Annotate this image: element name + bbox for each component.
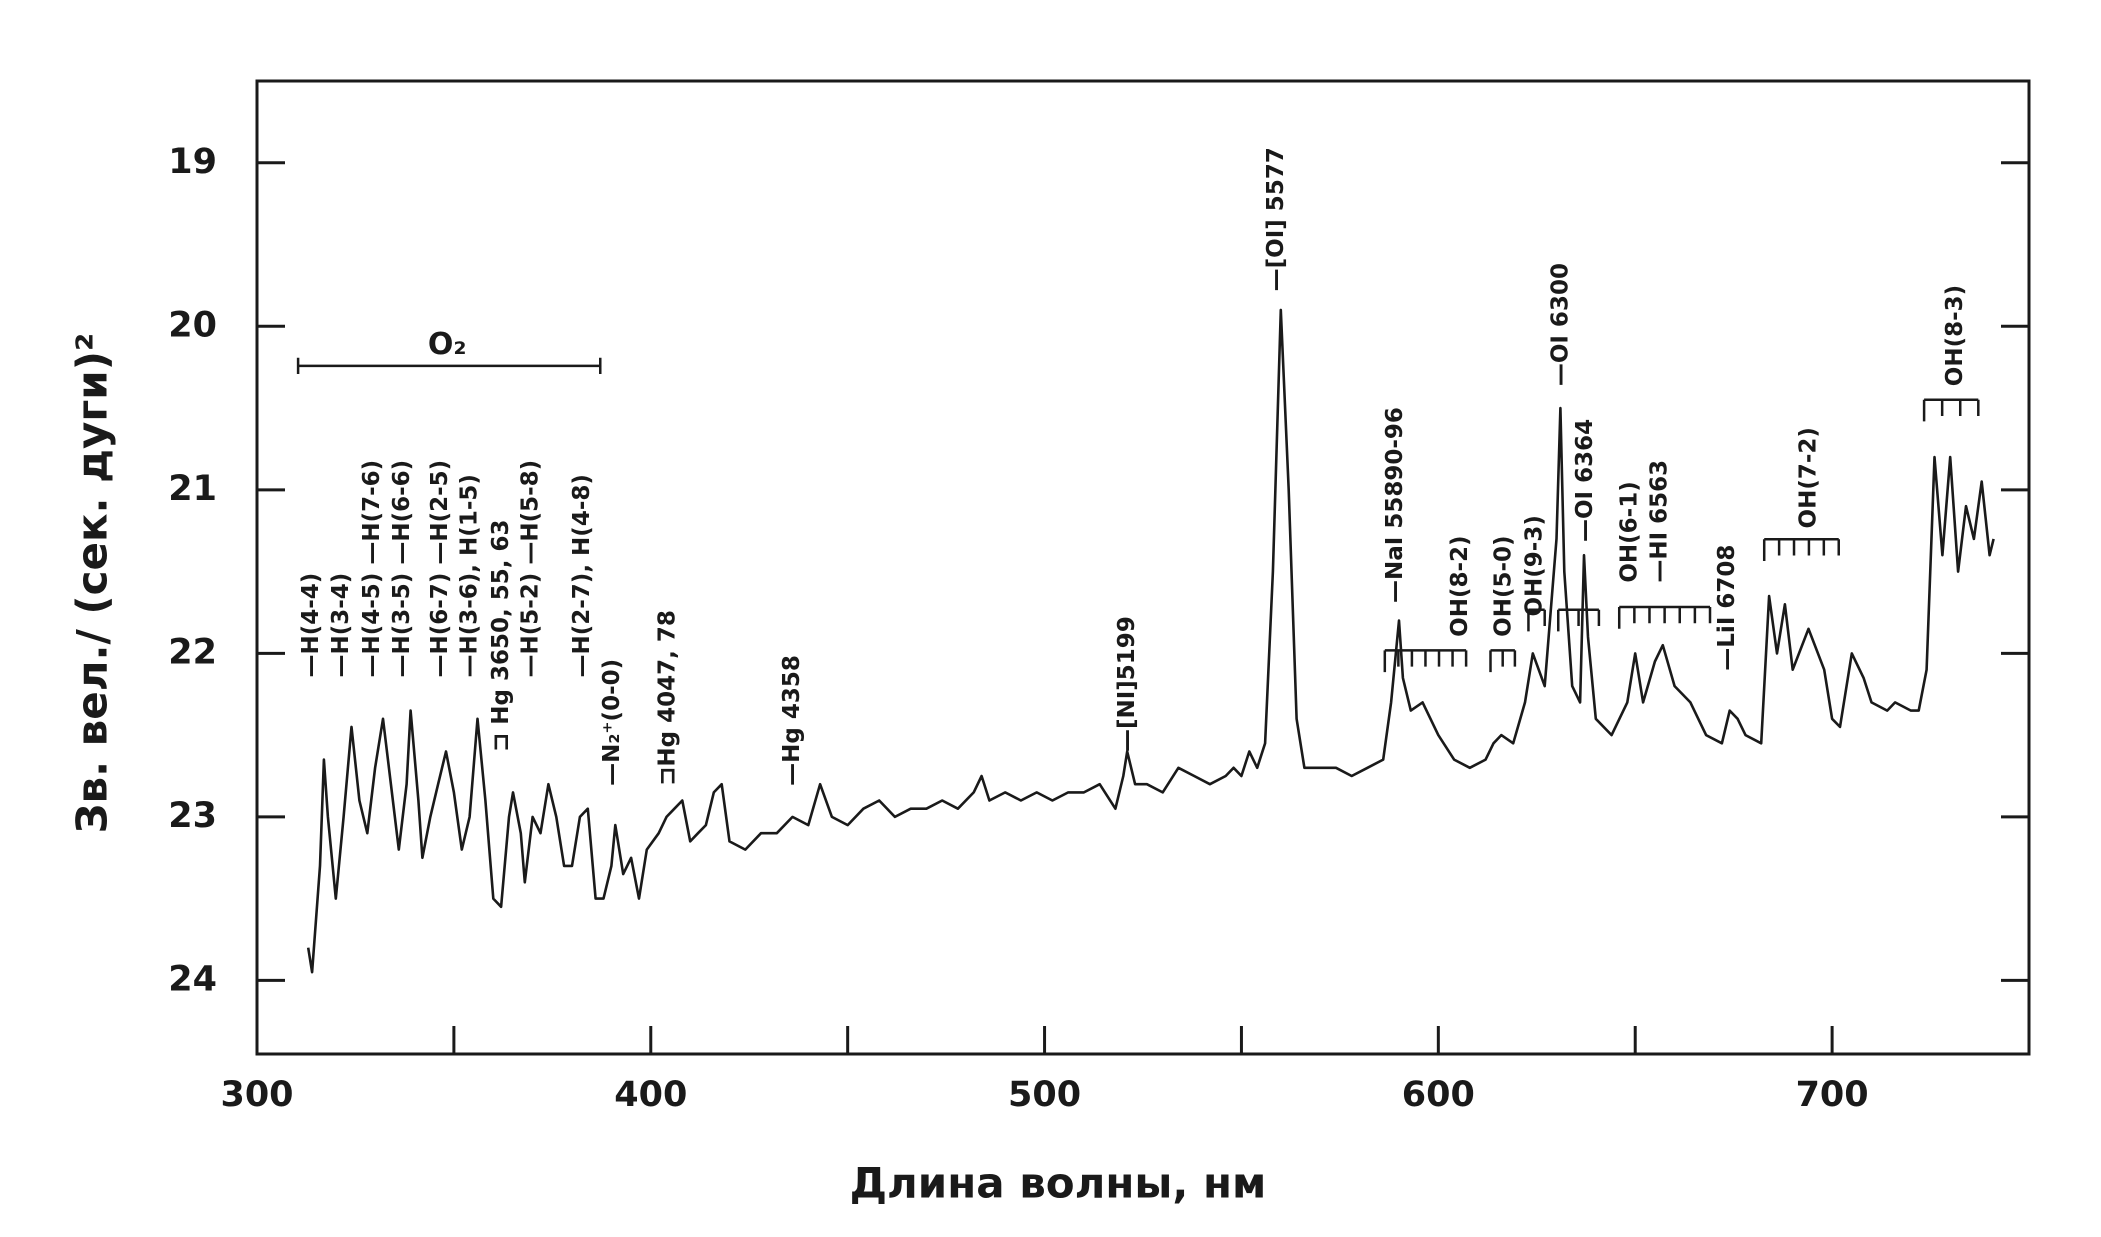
- line-annotation: —H(3-4): [328, 573, 354, 678]
- y-tick-label: 24: [168, 959, 217, 999]
- line-annotation: —LiI 6708: [1714, 545, 1740, 671]
- o2-bracket: [296, 357, 602, 374]
- line-annotation: ⊐ Hg 3650, 55, 63: [488, 520, 514, 753]
- line-annotation: —HI 6563: [1646, 460, 1672, 583]
- y-tick-label: 23: [168, 796, 217, 836]
- line-annotation: —H(4-5) —H(7-6): [359, 460, 385, 678]
- y-axis-label: Зв. вел./ (сек. дуги)²: [68, 333, 117, 834]
- line-annotation: —H(4-4): [298, 573, 324, 678]
- line-annotation: —H(5-2) —H(5-8): [518, 460, 544, 678]
- line-annotation: ⊐Hg 4047, 78: [655, 610, 681, 786]
- line-annotation: OH(5-0): [1491, 535, 1517, 636]
- line-annotation: —H(3-6), H(1-5): [457, 474, 483, 677]
- y-tick-label: 21: [168, 469, 217, 509]
- x-tick-label: 700: [1796, 1075, 1869, 1115]
- line-annotation: O₂: [428, 327, 467, 362]
- x-tick-label: 400: [614, 1075, 687, 1115]
- band-comb: [1383, 649, 1468, 673]
- line-annotation: —NaI 55890-96: [1382, 407, 1408, 603]
- line-annotation: —H(6-7) —H(2-5): [427, 460, 453, 678]
- y-tick-label: 19: [168, 142, 217, 182]
- band-comb: [1527, 608, 1546, 632]
- line-annotation: OH(8-2): [1447, 535, 1473, 636]
- spectrum-line: [306, 308, 1995, 974]
- band-comb: [1489, 649, 1517, 673]
- line-annotation: —OI 6364: [1572, 419, 1598, 542]
- band-comb: [1617, 605, 1712, 629]
- line-annotation: OH(7-2): [1795, 427, 1821, 528]
- line-annotation: OH(9-3): [1522, 515, 1548, 616]
- plot-frame: [255, 79, 2031, 1056]
- x-tick-label: 600: [1402, 1075, 1475, 1115]
- y-tick-label: 22: [168, 632, 217, 672]
- line-annotation: —OI 6300: [1547, 263, 1573, 386]
- line-annotation: —H(3-5) —H(6-6): [389, 460, 415, 678]
- x-tick-label: 300: [220, 1075, 293, 1115]
- x-tick-label: 500: [1008, 1075, 1081, 1115]
- line-annotation: —[OI] 5577: [1263, 147, 1289, 291]
- band-comb: [1762, 538, 1840, 561]
- line-annotation: OH(6-1): [1617, 481, 1643, 582]
- x-axis-label: Длина волны, нм: [850, 1159, 1267, 1208]
- line-annotation: —[NI]5199: [1114, 616, 1140, 752]
- y-tick-label: 20: [168, 305, 217, 345]
- line-annotation: —Hg 4358: [779, 655, 805, 786]
- line-annotation: —H(2-7), H(4-8): [569, 474, 595, 677]
- line-annotation: —N₂⁺(0-0): [599, 659, 625, 786]
- band-comb: [1922, 398, 1980, 422]
- band-comb: [1557, 608, 1601, 632]
- line-annotation: OH(8-3): [1942, 285, 1968, 386]
